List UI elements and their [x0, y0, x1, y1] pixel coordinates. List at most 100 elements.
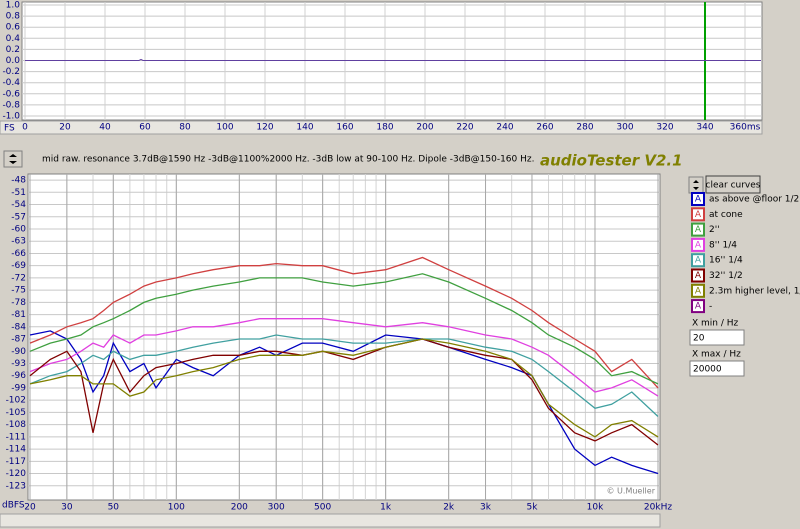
curve — [29, 256, 659, 389]
y-tick-label: -0.2 — [2, 67, 20, 77]
legend-label: 2'' — [709, 225, 720, 235]
legend-button: A — [695, 286, 702, 296]
y-tick-label: -75 — [11, 286, 26, 296]
annotation: © U.Mueller — [607, 487, 656, 496]
x-tick-label: 20 — [24, 503, 36, 513]
clear-button[interactable] — [705, 175, 761, 194]
clear-button-label: clear curves — [706, 181, 761, 191]
y-tick-label: -54 — [11, 200, 26, 210]
legend-swatch — [691, 253, 705, 268]
legend-label: 16'' 1/4 — [709, 256, 743, 266]
x-tick-label: 50 — [108, 503, 120, 513]
x-tick-label: 200 — [416, 123, 433, 133]
x-tick-label: 240 — [496, 123, 513, 133]
y-tick-label: -105 — [6, 408, 26, 418]
time-scrollbar[interactable] — [0, 120, 763, 135]
x-tick-label: 2k — [443, 503, 455, 513]
y-tick-label: -60 — [11, 224, 26, 234]
legend-swatch — [691, 299, 705, 314]
y-tick-label: -102 — [6, 396, 26, 406]
x-tick-label: 120 — [256, 123, 273, 133]
x-tick-label: 100 — [216, 123, 233, 133]
legend-label: 2.3m higher level, 1/2 — [709, 286, 800, 296]
x-tick-label: 20 — [59, 123, 71, 133]
spin-button[interactable] — [3, 150, 23, 168]
legend-button: A — [695, 240, 702, 250]
curve — [29, 338, 659, 438]
y-tick-label: -87 — [11, 335, 26, 345]
y-tick-label: -72 — [11, 273, 26, 283]
x-min-input[interactable] — [689, 329, 745, 346]
spin-arrows — [9, 154, 17, 164]
x-max-input[interactable] — [689, 360, 745, 377]
curve — [25, 58, 761, 61]
y-tick-label: -81 — [11, 310, 26, 320]
x-tick-label: 3k — [480, 503, 492, 513]
x-tick-label: 60 — [139, 123, 151, 133]
x-tick-label: 30 — [61, 503, 73, 513]
y-tick-label: -99 — [11, 383, 26, 393]
scrollbar[interactable] — [0, 513, 661, 528]
x-tick-label: 280 — [576, 123, 593, 133]
legend-button: A — [695, 210, 702, 220]
legend-swatch — [691, 283, 705, 298]
y-tick-label: -51 — [11, 188, 26, 198]
y-tick-label: -48 — [11, 176, 26, 186]
x-tick-label: 5k — [526, 503, 538, 513]
curve — [29, 334, 659, 417]
y-tick-label: -84 — [11, 322, 26, 332]
legend-swatch — [691, 207, 705, 222]
x-min-value: 20 — [693, 334, 705, 344]
freq-plot-area — [27, 173, 661, 501]
y-tick-label: -0.4 — [2, 78, 20, 88]
legend-swatch — [691, 237, 705, 252]
x-tick-label: 80 — [179, 123, 191, 133]
y-tick-label: -0.6 — [2, 89, 20, 99]
y-tick-label: 0.8 — [6, 12, 21, 22]
legend-label: as above @floor 1/2 — [709, 195, 799, 205]
y-tick-label: -93 — [11, 359, 26, 369]
legend-label: at cone — [709, 210, 743, 220]
description: mid raw. resonance 3.7dB@1590 Hz -3dB@11… — [42, 155, 534, 165]
y-tick-label: -123 — [6, 481, 26, 491]
x-min-label: X min / Hz — [692, 319, 739, 329]
legend-button: A — [695, 195, 702, 205]
y-tick-label: -90 — [11, 347, 26, 357]
y-tick-label: -117 — [6, 457, 26, 467]
x-tick-label: 10k — [587, 503, 604, 513]
legend-button: A — [695, 225, 702, 235]
x-tick-label: 160 — [336, 123, 353, 133]
y-tick-label: -1.0 — [2, 112, 20, 122]
x-tick-label: 300 — [616, 123, 633, 133]
x-tick-label: 1k — [380, 503, 392, 513]
x-tick-label: 300 — [268, 503, 285, 513]
x-tick-label: 20kHz — [644, 503, 672, 513]
legend-swatch — [691, 222, 705, 237]
x-max-value: 20000 — [693, 365, 722, 375]
x-tick-label: 260 — [536, 123, 553, 133]
x-tick-label: 40 — [99, 123, 111, 133]
legend-spin[interactable] — [688, 176, 704, 194]
legend-button: A — [695, 256, 702, 266]
y-tick-label: 0.6 — [6, 23, 21, 33]
y-tick-label: 0.4 — [6, 34, 21, 44]
x-tick-label: 140 — [296, 123, 313, 133]
x-tick-label: 200 — [231, 503, 248, 513]
legend-button: A — [695, 302, 702, 312]
x-tick-label: 340 — [696, 123, 713, 133]
y-tick-label: 0.0 — [6, 56, 21, 66]
y-tick-label: -120 — [6, 469, 27, 479]
y-unit: FS — [4, 124, 15, 134]
y-tick-label: -114 — [6, 445, 27, 455]
spin-arrows — [693, 180, 699, 190]
y-tick-label: -96 — [11, 371, 26, 381]
y-tick-label: -57 — [11, 212, 26, 222]
x-tick-label: 320 — [656, 123, 673, 133]
app-title: audioTester V2.1 — [540, 152, 683, 170]
y-tick-label: 1.0 — [6, 1, 21, 11]
x-tick-label: 360ms — [730, 123, 761, 133]
legend-label: - — [709, 302, 712, 312]
legend-swatch — [691, 192, 705, 206]
